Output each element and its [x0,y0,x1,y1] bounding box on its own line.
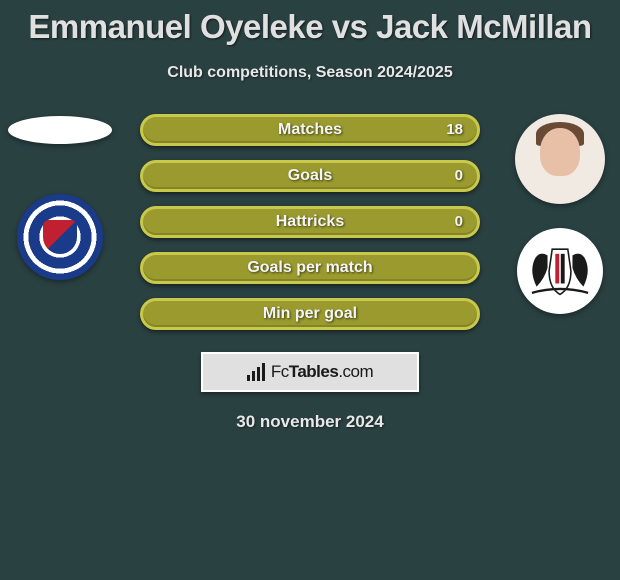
stat-label: Hattricks [143,209,477,235]
date-label: 30 november 2024 [0,412,620,432]
brand-bars-icon [247,363,265,381]
stat-label: Matches [143,117,477,143]
left-club-badge [17,194,103,280]
stat-row: Hattricks0 [140,206,480,238]
stat-label: Goals per match [143,255,477,281]
right-player-column [500,114,620,314]
stat-label: Goals [143,163,477,189]
right-club-badge [517,228,603,314]
left-player-avatar [8,116,112,144]
brand-text: FcTables.com [271,362,373,382]
subtitle: Club competitions, Season 2024/2025 [0,64,620,82]
stat-value-right: 18 [446,117,463,143]
stat-value-right: 0 [455,209,463,235]
stat-row: Goals0 [140,160,480,192]
stat-label: Min per goal [143,301,477,327]
left-player-column [0,114,120,280]
stat-value-right: 0 [455,163,463,189]
page-title: Emmanuel Oyeleke vs Jack McMillan [0,0,620,46]
stats-list: Matches18Goals0Hattricks0Goals per match… [140,114,480,330]
stat-row: Matches18 [140,114,480,146]
comparison-panel: Matches18Goals0Hattricks0Goals per match… [0,114,620,330]
right-player-avatar [515,114,605,204]
stat-row: Min per goal [140,298,480,330]
brand-badge: FcTables.com [201,352,419,392]
stat-row: Goals per match [140,252,480,284]
